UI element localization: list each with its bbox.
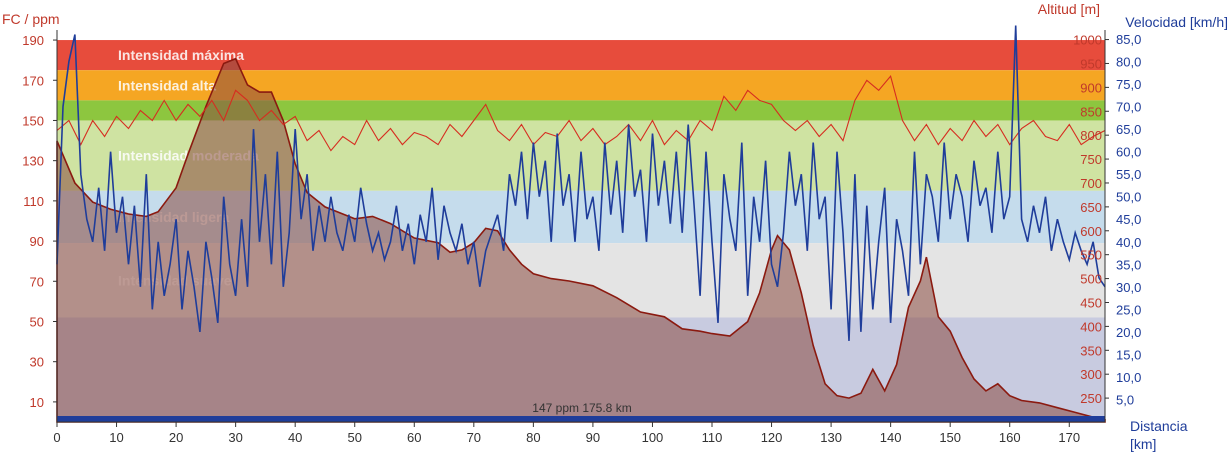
x-tick-label: 120 xyxy=(761,430,783,445)
left-tick-label: 70 xyxy=(30,274,44,289)
speed-tick-label: 55,0 xyxy=(1116,167,1141,182)
left-tick-label: 50 xyxy=(30,314,44,329)
speed-tick-label: 15,0 xyxy=(1116,347,1141,362)
altitude-tick-label: 850 xyxy=(1080,104,1102,119)
heart-rate-line xyxy=(56,75,1106,152)
x-tick-label: 110 xyxy=(702,430,723,445)
x-axis-unit: [km] xyxy=(1130,436,1156,452)
x-tick-label: 40 xyxy=(288,430,302,445)
x-tick-label: 140 xyxy=(880,430,902,445)
x-tick-label: 10 xyxy=(109,430,123,445)
altitude-tick-label: 500 xyxy=(1080,272,1102,287)
altitude-tick-label: 600 xyxy=(1080,224,1102,239)
altitude-tick-label: 450 xyxy=(1080,295,1102,310)
altitude-tick-label: 250 xyxy=(1080,391,1102,406)
speed-tick-label: 45,0 xyxy=(1116,212,1141,227)
speed-axis-title: Velocidad [km/h] xyxy=(1125,14,1228,30)
x-tick-label: 150 xyxy=(939,430,961,445)
speed-tick-label: 60,0 xyxy=(1116,145,1141,160)
speed-line xyxy=(56,25,1106,341)
altitude-tick-label: 1000 xyxy=(1073,33,1102,48)
altitude-tick-label: 900 xyxy=(1080,80,1102,95)
x-tick-label: 100 xyxy=(642,430,664,445)
speed-tick-label: 70,0 xyxy=(1116,100,1141,115)
altitude-tick-label: 700 xyxy=(1080,176,1102,191)
x-tick-label: 20 xyxy=(169,430,183,445)
left-tick-label: 30 xyxy=(30,355,44,370)
speed-tick-label: 80,0 xyxy=(1116,55,1141,70)
speed-tick-label: 65,0 xyxy=(1116,122,1141,137)
speed-tick-label: 10,0 xyxy=(1116,370,1141,385)
left-tick-label: 90 xyxy=(30,234,44,249)
speed-tick-label: 40,0 xyxy=(1116,235,1141,250)
speed-axis-ticks: 5,0 10,0 15,0 20,0 25,0 30,0 35,0 40,0 45,0 50,0 5… xyxy=(1116,32,1141,407)
left-tick-label: 110 xyxy=(23,194,44,209)
left-tick-label: 10 xyxy=(30,395,44,410)
speed-tick-label: 25,0 xyxy=(1116,302,1141,317)
zone-band xyxy=(57,100,1105,121)
x-tick-label: 60 xyxy=(407,430,421,445)
left-axis-title: FC / ppm xyxy=(2,11,60,27)
left-tick-label: 190 xyxy=(22,33,44,48)
x-tick-label: 170 xyxy=(1058,430,1080,445)
altitude-axis-title: Altitud [m] xyxy=(1038,1,1100,17)
altitude-area xyxy=(56,57,1106,423)
speed-tick-label: 50,0 xyxy=(1116,190,1141,205)
altitude-tick-label: 950 xyxy=(1080,56,1102,71)
x-tick-label: 0 xyxy=(53,430,60,445)
altitude-tick-label: 650 xyxy=(1080,200,1102,215)
speed-tick-label: 30,0 xyxy=(1116,280,1141,295)
left-tick-label: 130 xyxy=(22,154,44,169)
altitude-tick-label: 350 xyxy=(1080,343,1102,358)
altitude-tick-label: 300 xyxy=(1080,367,1102,382)
x-tick-label: 50 xyxy=(347,430,361,445)
altitude-tick-label: 400 xyxy=(1080,319,1102,334)
left-tick-label: 150 xyxy=(22,113,44,128)
left-axis-ticks: 10 30 50 70 90 110 130 150 170 190 xyxy=(22,33,57,410)
x-tick-label: 130 xyxy=(820,430,842,445)
x-axis-title: Distancia xyxy=(1130,418,1188,434)
altitude-tick-label: 800 xyxy=(1080,128,1102,143)
x-tick-label: 70 xyxy=(467,430,481,445)
left-tick-label: 170 xyxy=(22,73,44,88)
speed-tick-label: 20,0 xyxy=(1116,325,1141,340)
speed-tick-label: 35,0 xyxy=(1116,257,1141,272)
altitude-axis-ticks: 250 300 350 400 450 500 550 600 650 700 750 800 850 9… xyxy=(1073,33,1109,406)
x-tick-label: 80 xyxy=(526,430,540,445)
altitude-tick-label: 750 xyxy=(1080,152,1102,167)
x-tick-label: 30 xyxy=(228,430,242,445)
altitude-tick-label: 550 xyxy=(1080,248,1102,263)
x-axis-ticks: 0 10 20 30 40 50 60 70 80 90 100 110 120 130 140 150 160… xyxy=(53,422,1080,445)
baseline-bar xyxy=(57,416,1105,422)
marker-label: 147 ppm 175.8 km xyxy=(532,401,631,415)
x-tick-label: 160 xyxy=(999,430,1021,445)
zone-label: Intensidad máxima xyxy=(118,47,244,63)
speed-tick-label: 5,0 xyxy=(1116,392,1134,407)
x-tick-label: 90 xyxy=(586,430,600,445)
zone-label: Intensidad alta xyxy=(118,77,216,93)
speed-tick-label: 85,0 xyxy=(1116,32,1141,47)
speed-tick-label: 75,0 xyxy=(1116,77,1141,92)
